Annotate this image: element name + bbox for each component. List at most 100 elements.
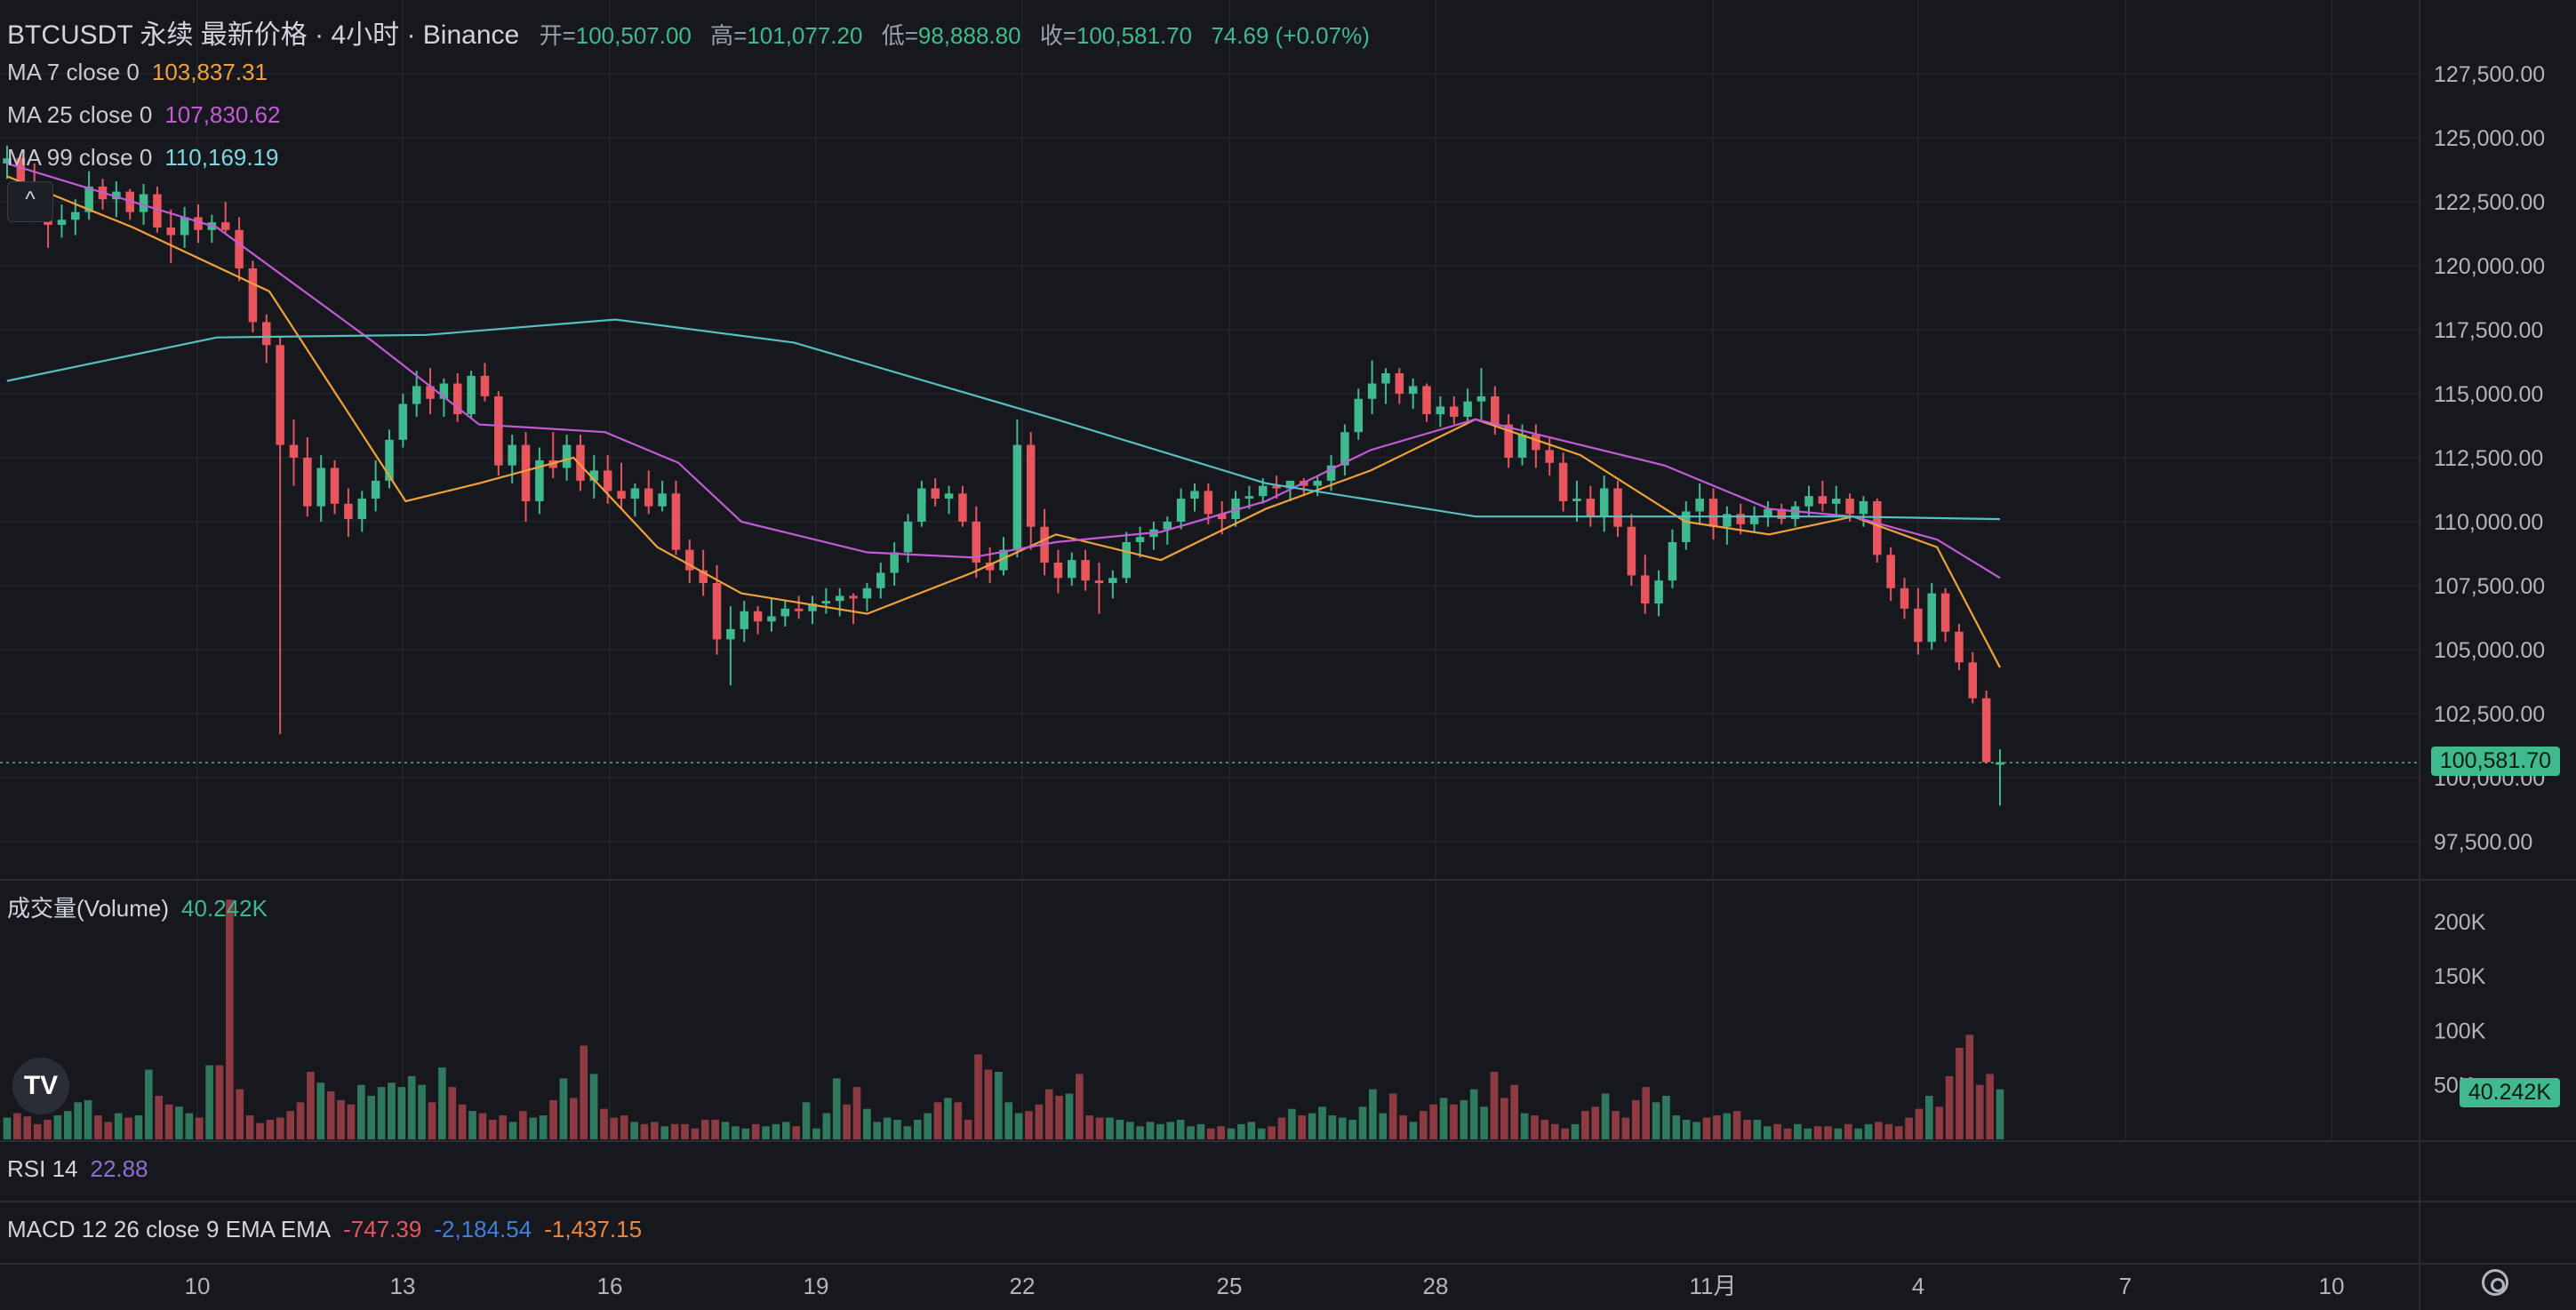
volume-bar [236, 1089, 244, 1139]
volume-bar [600, 1108, 608, 1139]
volume-bar [1288, 1108, 1296, 1139]
volume-bar [529, 1117, 538, 1139]
candle-body [398, 403, 408, 440]
candle-body [371, 480, 380, 499]
volume-bar [1631, 1099, 1640, 1139]
close-label: 收= [1039, 22, 1076, 49]
candle-body [917, 488, 926, 522]
volume-bar [1460, 1099, 1468, 1139]
volume-bar [670, 1123, 679, 1139]
candle-body [603, 470, 612, 491]
volume-bar [762, 1126, 770, 1139]
volume-bar [1196, 1123, 1205, 1139]
volume-bar [1642, 1087, 1650, 1139]
time-tick-label: 25 [1217, 1273, 1243, 1299]
candle-body [1068, 560, 1076, 579]
candle-body [726, 628, 735, 640]
time-tick-label: 13 [390, 1273, 416, 1299]
candle-body [1955, 631, 1964, 663]
volume-bar [1308, 1113, 1316, 1139]
candle-body [494, 395, 503, 466]
candle-body [1599, 488, 1609, 517]
ma99-legend[interactable]: MA 99 close 0 110,169.19 [7, 144, 279, 172]
candle-body [767, 616, 776, 622]
volume-bar [1510, 1084, 1519, 1139]
rsi-legend[interactable]: RSI 14 22.88 [7, 1155, 148, 1183]
candle-body [1053, 563, 1063, 579]
volume-bar [1035, 1104, 1044, 1139]
volume-bar [893, 1119, 901, 1139]
volume-bar [134, 1115, 143, 1139]
volume-bar [74, 1102, 82, 1139]
candle-body [876, 572, 885, 588]
volume-bar [1601, 1093, 1610, 1139]
volume-bar [549, 1099, 557, 1139]
candle-body [1572, 499, 1581, 501]
candle-body [1695, 499, 1704, 512]
volume-bar [852, 1087, 861, 1139]
volume-bar [84, 1099, 92, 1139]
volume-bar [1723, 1113, 1732, 1139]
volume-bar [316, 1082, 325, 1139]
volume-bar [954, 1102, 963, 1139]
volume-tag: 40.242K [2459, 1078, 2560, 1107]
macd-legend[interactable]: MACD 12 26 close 9 EMA EMA -747.39 -2,184.… [7, 1216, 642, 1243]
volume-bar [1076, 1074, 1084, 1139]
candle-body [357, 499, 367, 520]
volume-bar [832, 1078, 841, 1139]
volume-bar [781, 1122, 790, 1139]
volume-bar [13, 1113, 21, 1139]
price-tick-label: 125,000.00 [2434, 126, 2545, 151]
volume-bar [296, 1102, 305, 1139]
ma7-value: 103,837.31 [151, 59, 268, 85]
candle-body [71, 212, 80, 220]
volume-bar [1824, 1126, 1832, 1139]
candle-body [1354, 398, 1364, 433]
candle-body [1654, 580, 1663, 604]
volume-value: 40.242K [181, 895, 268, 922]
volume-bar [903, 1126, 912, 1139]
settings-icon[interactable] [2482, 1269, 2508, 1296]
candle-body [3, 158, 12, 164]
volume-bar [660, 1126, 669, 1139]
volume-bar [3, 1117, 12, 1139]
volume-bar [164, 1104, 173, 1139]
ma25-legend[interactable]: MA 25 close 0 107,830.62 [7, 101, 280, 129]
volume-bar [1986, 1074, 1994, 1139]
volume-bar [1429, 1104, 1438, 1139]
candle-body [426, 386, 435, 399]
candle-body [1517, 435, 1527, 458]
ma7-legend[interactable]: MA 7 close 0 103,837.31 [7, 59, 268, 86]
candle-body [849, 595, 858, 599]
volume-bar [1277, 1117, 1286, 1139]
tradingview-logo-icon[interactable]: TV [12, 1058, 69, 1114]
volume-bar [974, 1054, 982, 1139]
volume-bar [23, 1116, 32, 1139]
candle-body [1176, 499, 1186, 522]
candle-body [1422, 386, 1431, 415]
candle-body [289, 444, 299, 458]
price-tick-label: 115,000.00 [2434, 382, 2543, 407]
candle-body [1012, 444, 1022, 550]
candle-body [1326, 465, 1336, 481]
volume-bar [276, 1117, 284, 1139]
volume-bar [741, 1128, 750, 1139]
price-tick-label: 117,500.00 [2434, 318, 2543, 343]
time-tick-label: 19 [804, 1273, 829, 1299]
volume-bar [1915, 1108, 1924, 1139]
collapse-legend-button[interactable]: ^ [7, 181, 53, 222]
volume-bar [1520, 1113, 1529, 1139]
change-value: 74.69 (+0.07%) [1211, 22, 1370, 49]
last-price-tag: 100,581.70 [2430, 747, 2560, 777]
candle-body [944, 493, 954, 499]
candle-body [1081, 560, 1090, 581]
volume-bar [984, 1069, 993, 1139]
volume-legend[interactable]: 成交量(Volume) 40.242K [7, 891, 268, 923]
candle-body [139, 194, 148, 212]
candle-body [985, 563, 995, 571]
candle-body [1491, 395, 1500, 425]
volume-bar [1864, 1123, 1873, 1139]
volume-bar [1925, 1095, 1933, 1139]
volume-bar [1469, 1089, 1478, 1139]
